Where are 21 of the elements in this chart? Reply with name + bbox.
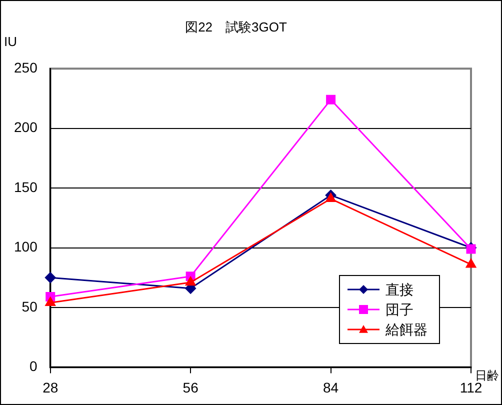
legend-label: 団子	[386, 301, 414, 318]
y-axis-title: IU	[4, 34, 17, 50]
y-tick-label: 100	[14, 238, 38, 255]
point	[44, 272, 56, 284]
x-tick-label: 84	[322, 379, 339, 396]
y-tick-label: 200	[14, 119, 38, 136]
y-tick-label: 150	[14, 178, 38, 195]
chart-title: 図22 試験3GOT	[185, 19, 287, 34]
y-tick-label: 50	[22, 298, 38, 314]
point	[326, 192, 336, 202]
x-tick-label: 28	[42, 379, 58, 396]
point	[185, 276, 196, 286]
y-tick-label: 250	[14, 59, 38, 76]
x-tick-label: 56	[182, 379, 199, 396]
x-axis-title: 日齢	[475, 368, 499, 383]
point	[326, 94, 336, 104]
y-tick-label: 0	[30, 358, 38, 374]
point	[466, 258, 476, 268]
legend-label: 給餌器	[384, 321, 428, 338]
point	[45, 296, 56, 306]
legend-label: 直接	[386, 281, 414, 298]
